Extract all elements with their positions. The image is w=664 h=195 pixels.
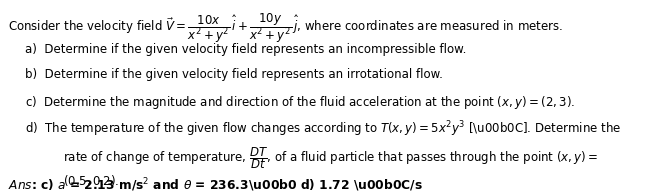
Text: rate of change of temperature, $\dfrac{DT}{Dt}$, of a fluid particle that passes: rate of change of temperature, $\dfrac{D… bbox=[63, 145, 598, 171]
Text: $(0.5, 0.2)$.: $(0.5, 0.2)$. bbox=[63, 173, 120, 188]
Text: a)  Determine if the given velocity field represents an incompressible flow.: a) Determine if the given velocity field… bbox=[25, 43, 467, 56]
Text: b)  Determine if the given velocity field represents an irrotational flow.: b) Determine if the given velocity field… bbox=[25, 68, 443, 81]
Text: $\mathit{Ans}$: c) $a$ = 2.13 m/s$^2$ and $\theta$ = 236.3\u00b0 d) 1.72 \u00b0C: $\mathit{Ans}$: c) $a$ = 2.13 m/s$^2$ an… bbox=[8, 176, 423, 194]
Text: c)  Determine the magnitude and direction of the fluid acceleration at the point: c) Determine the magnitude and direction… bbox=[25, 94, 576, 111]
Text: d)  The temperature of the given flow changes according to $T(x, y) = 5x^2y^3$ [: d) The temperature of the given flow cha… bbox=[25, 119, 622, 139]
Text: Consider the velocity field $\vec{V} = \dfrac{10x}{x^2+y^2}\,\hat{i} + \dfrac{10: Consider the velocity field $\vec{V} = \… bbox=[8, 11, 563, 45]
